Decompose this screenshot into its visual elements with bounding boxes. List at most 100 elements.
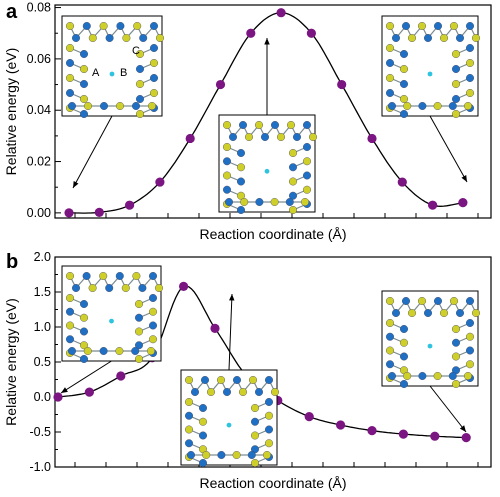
atom [464, 101, 473, 110]
panel-a-y-tick-label: 0.08 [27, 1, 51, 15]
atom [184, 376, 193, 385]
panel-a-data-point [215, 79, 226, 90]
atom [79, 50, 88, 59]
panel-a-y-tick-label: 0.04 [27, 103, 51, 117]
atom [303, 120, 312, 129]
panel-a-data-point [397, 177, 407, 187]
panel-a-data-point [185, 133, 195, 144]
atom [244, 132, 253, 141]
atom [248, 376, 257, 385]
panel-b-y-tick-label: 2.0 [34, 250, 51, 264]
atom [408, 309, 417, 318]
atom [131, 347, 140, 356]
atom [424, 34, 433, 43]
atom [202, 451, 211, 460]
atom [236, 148, 245, 157]
atom [65, 73, 74, 82]
atom [400, 94, 409, 103]
atom [67, 347, 76, 356]
atom [289, 148, 298, 157]
atom [99, 22, 108, 31]
atom [250, 459, 259, 468]
atom [190, 388, 199, 397]
atom [71, 34, 80, 43]
atom [452, 50, 461, 59]
atom [149, 73, 158, 82]
atom [400, 50, 409, 59]
panel-b-inset-arrow [429, 385, 467, 433]
panel-a-energy-curve [69, 12, 463, 214]
atom [254, 388, 263, 397]
panel-a-data-point [458, 198, 468, 208]
atom [115, 347, 124, 356]
atom [82, 272, 91, 281]
hydrogen-atom [427, 343, 433, 349]
atom [472, 34, 481, 43]
atom [88, 34, 97, 43]
atom [466, 88, 475, 97]
panel-b-structure-inset-1 [61, 265, 163, 364]
panel-b-letter: b [6, 251, 18, 273]
atom [238, 120, 247, 129]
atom [452, 338, 461, 347]
atom [448, 372, 457, 381]
panel-a-data-point [276, 8, 286, 18]
atom [247, 451, 256, 460]
atom [115, 272, 124, 281]
atom [303, 171, 312, 180]
inset-frame [61, 265, 162, 362]
panel-b-data-point [84, 387, 94, 397]
panel-a-chart: 0.00 0.02 0.04 0.06 0.08 Reaction coordinate … [3, 1, 492, 242]
panel-a-data-point [306, 28, 316, 38]
site-label: C [132, 45, 140, 57]
atom [466, 319, 475, 328]
atom [147, 101, 156, 110]
atom [433, 101, 442, 110]
atom [135, 79, 144, 88]
atom [154, 284, 163, 293]
atom [386, 44, 395, 53]
atom [134, 327, 143, 336]
atom [149, 44, 158, 53]
atom [232, 451, 241, 460]
panel-b-data-point [304, 412, 314, 422]
atom [270, 197, 279, 206]
atom [79, 327, 88, 336]
atom [250, 417, 259, 426]
atom [198, 417, 207, 426]
atom [79, 64, 88, 73]
atom [71, 284, 80, 293]
atom [386, 59, 395, 68]
atom [149, 59, 158, 68]
atom [434, 22, 443, 31]
atom [261, 132, 270, 141]
panel-b-arrowhead [459, 425, 466, 432]
panel-b-inset-arrow [60, 360, 112, 394]
panel-a-letter: a [6, 1, 18, 23]
atom [452, 94, 461, 103]
atom [121, 284, 130, 293]
panel-a-data-point [246, 28, 256, 38]
atom [434, 297, 443, 306]
atom [418, 297, 427, 306]
atom [184, 411, 193, 420]
panel-b-arrowhead [61, 387, 68, 393]
panel-b-data-point [116, 371, 126, 381]
panel-a-y-tick-label: 0.02 [27, 155, 51, 169]
atom [99, 347, 108, 356]
atom [452, 352, 461, 361]
atom [222, 142, 231, 151]
atom [388, 101, 397, 110]
atom [287, 120, 296, 129]
atom [402, 22, 411, 31]
panel-a-data-point [64, 208, 74, 218]
atom [134, 300, 143, 309]
atom [82, 22, 91, 31]
atom [265, 411, 274, 420]
atom [148, 321, 157, 330]
atom [217, 451, 226, 460]
atom [466, 44, 475, 53]
panel-a-data-point [428, 200, 438, 210]
atom [456, 34, 465, 43]
atom [271, 388, 280, 397]
